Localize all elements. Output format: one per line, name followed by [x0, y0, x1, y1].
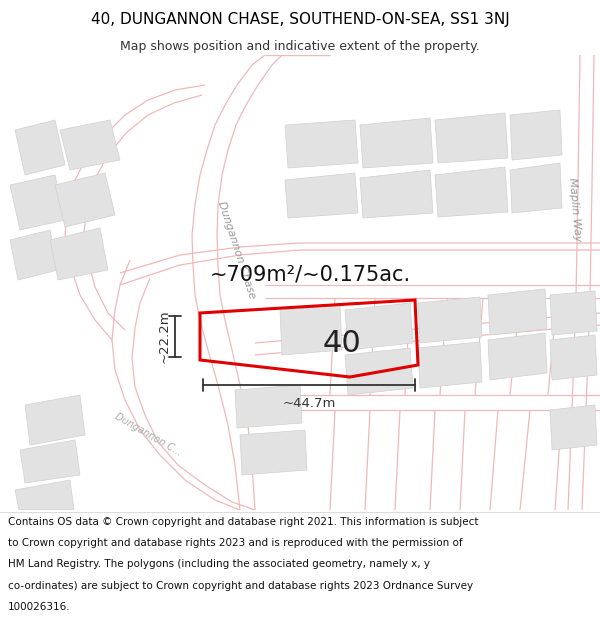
Text: Maplin Way: Maplin Way: [567, 177, 583, 242]
Text: 40: 40: [322, 329, 361, 357]
Polygon shape: [25, 395, 85, 445]
Text: ~44.7m: ~44.7m: [283, 397, 335, 410]
Text: Contains OS data © Crown copyright and database right 2021. This information is : Contains OS data © Crown copyright and d…: [8, 517, 478, 527]
Polygon shape: [285, 120, 358, 168]
Polygon shape: [240, 430, 307, 475]
Polygon shape: [15, 480, 74, 510]
Polygon shape: [488, 333, 547, 380]
Polygon shape: [510, 163, 562, 213]
Text: Dungannon Chase: Dungannon Chase: [217, 200, 257, 300]
Polygon shape: [10, 230, 58, 280]
Polygon shape: [50, 228, 108, 280]
Text: ~709m²/~0.175ac.: ~709m²/~0.175ac.: [209, 265, 410, 285]
Polygon shape: [435, 167, 508, 217]
Polygon shape: [55, 173, 115, 227]
Text: HM Land Registry. The polygons (including the associated geometry, namely x, y: HM Land Registry. The polygons (includin…: [8, 559, 430, 569]
Polygon shape: [550, 405, 597, 450]
Text: 100026316.: 100026316.: [8, 602, 70, 612]
Text: Dungannon C...: Dungannon C...: [113, 412, 183, 458]
Polygon shape: [510, 110, 562, 160]
Polygon shape: [15, 120, 65, 175]
Polygon shape: [418, 342, 482, 388]
Polygon shape: [550, 335, 597, 380]
Text: co-ordinates) are subject to Crown copyright and database rights 2023 Ordnance S: co-ordinates) are subject to Crown copyr…: [8, 581, 473, 591]
Polygon shape: [345, 348, 413, 395]
Polygon shape: [435, 113, 508, 163]
Polygon shape: [550, 291, 597, 335]
Text: to Crown copyright and database rights 2023 and is reproduced with the permissio: to Crown copyright and database rights 2…: [8, 538, 463, 548]
Polygon shape: [60, 120, 120, 170]
Text: ~22.2m: ~22.2m: [158, 309, 171, 363]
Text: Map shows position and indicative extent of the property.: Map shows position and indicative extent…: [120, 39, 480, 52]
Polygon shape: [235, 385, 302, 428]
Text: 40, DUNGANNON CHASE, SOUTHEND-ON-SEA, SS1 3NJ: 40, DUNGANNON CHASE, SOUTHEND-ON-SEA, SS…: [91, 12, 509, 27]
Polygon shape: [488, 289, 547, 335]
Polygon shape: [285, 173, 358, 218]
Polygon shape: [345, 303, 413, 350]
Polygon shape: [20, 440, 80, 483]
Polygon shape: [10, 175, 65, 230]
Polygon shape: [360, 170, 433, 218]
Polygon shape: [280, 305, 342, 355]
Polygon shape: [360, 118, 433, 168]
Polygon shape: [418, 297, 482, 343]
